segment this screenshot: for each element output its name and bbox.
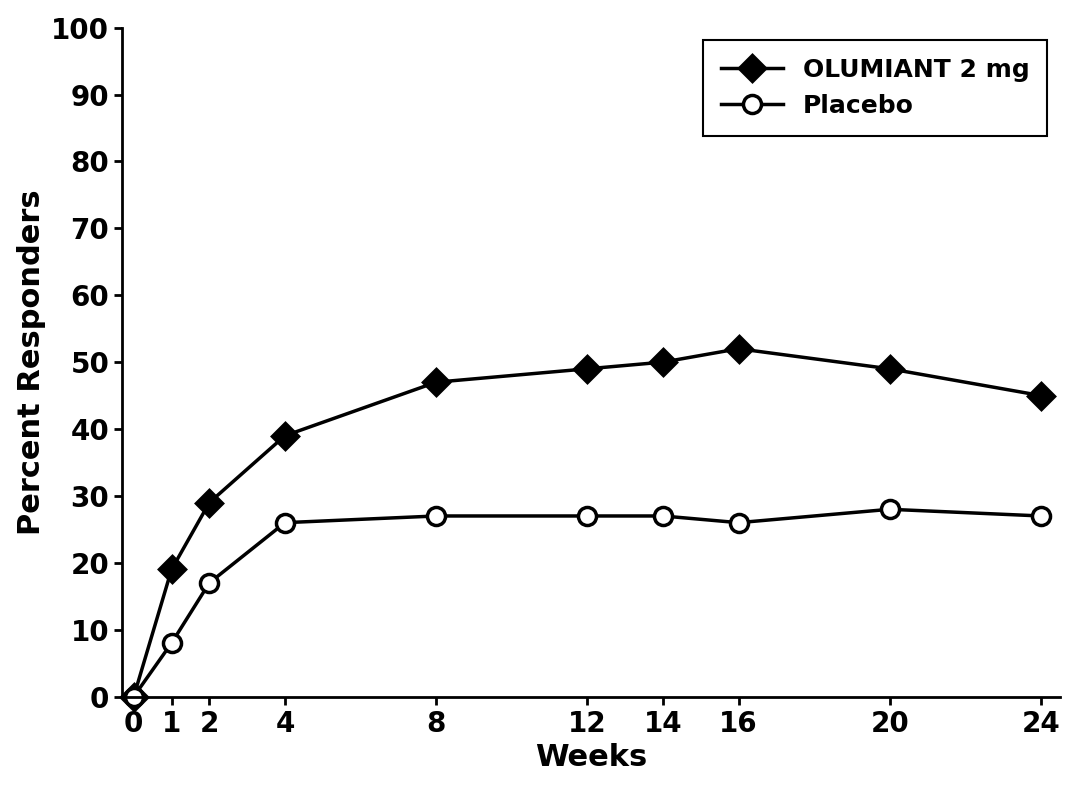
OLUMIANT 2 mg xyxy=(884,364,897,373)
OLUMIANT 2 mg xyxy=(732,344,745,353)
OLUMIANT 2 mg xyxy=(127,692,140,701)
OLUMIANT 2 mg xyxy=(656,357,669,367)
Legend: OLUMIANT 2 mg, Placebo: OLUMIANT 2 mg, Placebo xyxy=(704,40,1048,136)
OLUMIANT 2 mg xyxy=(278,431,291,440)
Y-axis label: Percent Responders: Percent Responders xyxy=(16,189,45,535)
Placebo xyxy=(581,511,593,521)
OLUMIANT 2 mg xyxy=(581,364,593,373)
Placebo xyxy=(732,518,745,527)
Placebo xyxy=(278,518,291,527)
Placebo xyxy=(884,504,897,514)
Line: OLUMIANT 2 mg: OLUMIANT 2 mg xyxy=(125,340,1050,705)
Placebo xyxy=(429,511,442,521)
Placebo xyxy=(656,511,669,521)
Placebo xyxy=(165,638,178,648)
OLUMIANT 2 mg xyxy=(165,565,178,574)
OLUMIANT 2 mg xyxy=(429,377,442,387)
X-axis label: Weeks: Weeks xyxy=(535,743,647,772)
Placebo xyxy=(203,578,216,588)
Placebo xyxy=(1035,511,1048,521)
OLUMIANT 2 mg xyxy=(203,498,216,507)
Placebo xyxy=(127,692,140,701)
OLUMIANT 2 mg xyxy=(1035,391,1048,400)
Line: Placebo: Placebo xyxy=(125,500,1050,705)
